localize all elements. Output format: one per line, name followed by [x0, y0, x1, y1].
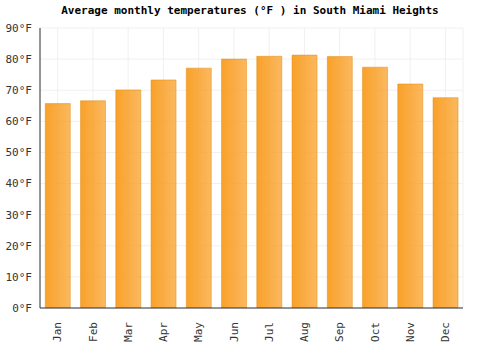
- svg-text:40°F: 40°F: [8, 177, 32, 190]
- svg-text:20°F: 20°F: [8, 240, 32, 253]
- svg-text:10°F: 10°F: [8, 271, 32, 284]
- svg-text:60°F: 60°F: [8, 115, 32, 128]
- svg-text:Jul: Jul: [263, 322, 276, 342]
- svg-text:30°F: 30°F: [8, 209, 32, 222]
- svg-text:Aug: Aug: [298, 322, 311, 342]
- svg-text:Nov: Nov: [404, 322, 417, 342]
- svg-text:Jan: Jan: [51, 322, 64, 342]
- html-text:Average monthly temperatures (: Average monthly temperatures (°F ) in So…: [61, 4, 439, 17]
- svg-text:50°F: 50°F: [8, 146, 32, 159]
- svg-text:Mar: Mar: [122, 322, 135, 342]
- svg-text:90°F: 90°F: [8, 22, 32, 35]
- svg-text:Oct: Oct: [369, 322, 382, 342]
- svg-text:Feb: Feb: [87, 322, 100, 342]
- svg-text:Sep: Sep: [333, 322, 346, 342]
- svg-text:0°F: 0°F: [12, 302, 32, 315]
- svg-text:70°F: 70°F: [8, 84, 32, 97]
- svg-text:May: May: [192, 322, 205, 342]
- svg-text:Apr: Apr: [157, 322, 170, 342]
- svg-text:Dec: Dec: [439, 322, 452, 342]
- svg-text:80°F: 80°F: [8, 53, 32, 66]
- svg-text:Jun: Jun: [228, 322, 241, 342]
